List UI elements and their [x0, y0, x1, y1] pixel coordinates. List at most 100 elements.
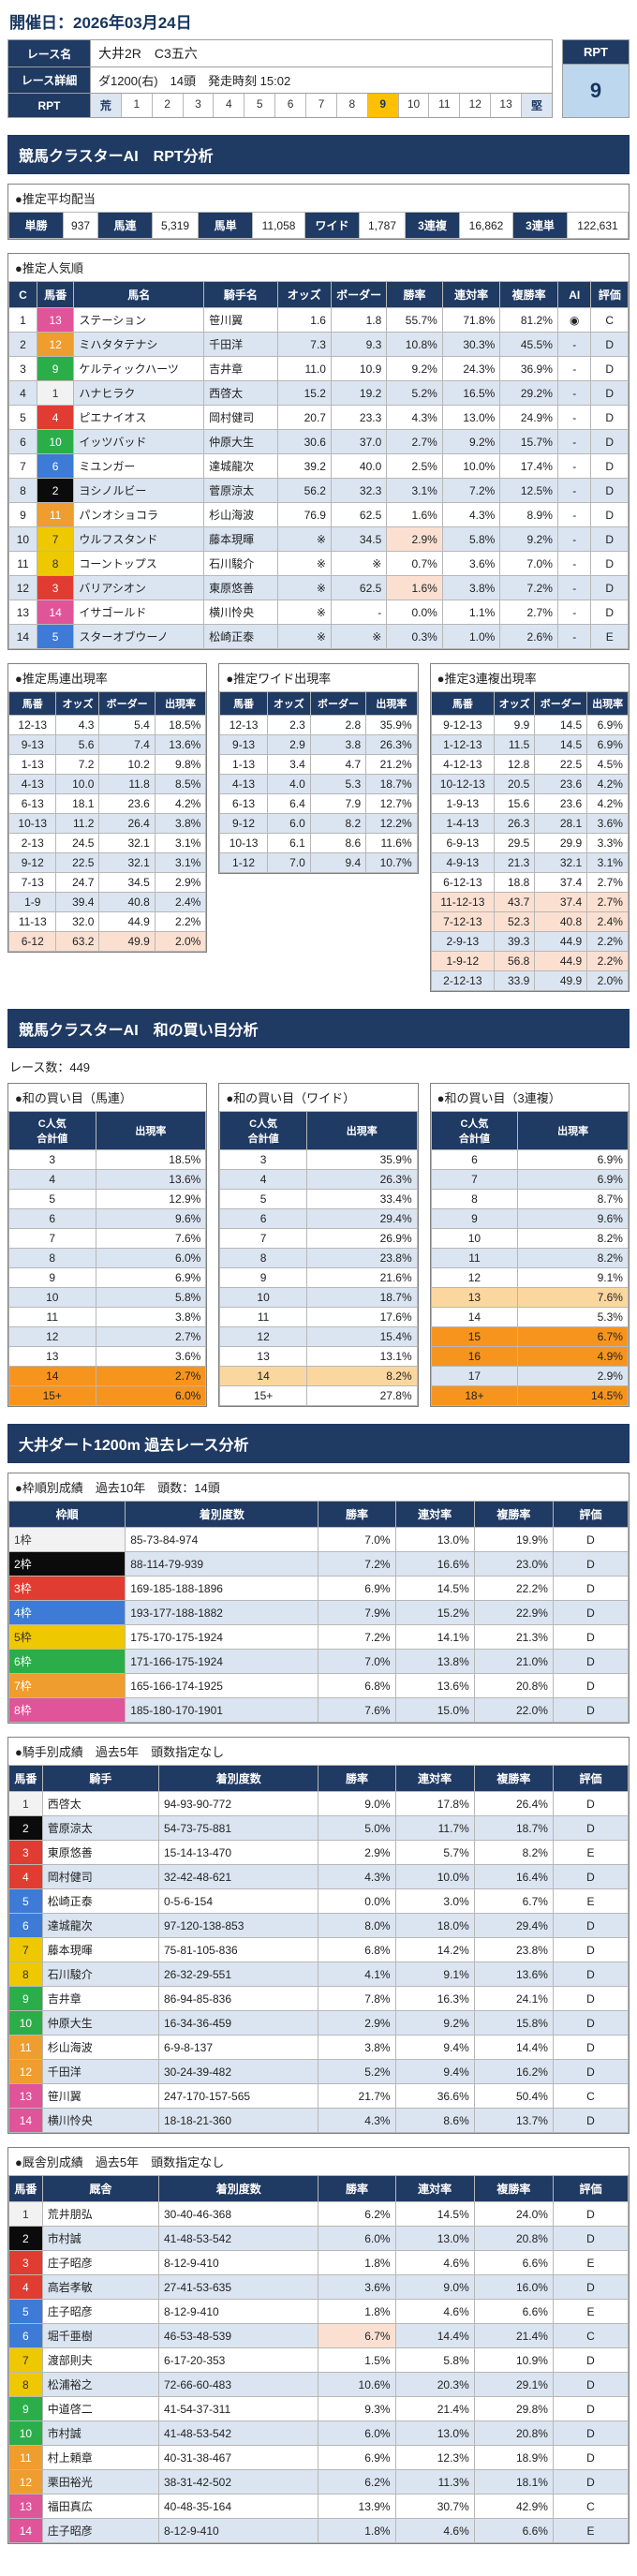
odds: 33.9 — [493, 970, 536, 991]
table-row: 10-12-13 20.5 23.6 4.2% — [430, 774, 629, 794]
border: 23.3 — [330, 405, 388, 430]
show-rate: 26.4% — [473, 1791, 554, 1816]
ai-mark: - — [556, 453, 592, 479]
stable-name: 福田真広 — [41, 2494, 159, 2519]
combo: 6-12 — [7, 931, 57, 952]
show-rate: 13.6% — [473, 1962, 554, 1987]
quinella-rate: 4.6% — [394, 2250, 475, 2275]
wa-sanrenpuku-box: ●和の買い目（3連複） C人気 合計値 出現率 6 6.9% 7 6.9% 8 8.7% 9 9… — [429, 1083, 630, 1407]
table-row: 14 横川怜央 18-18-21-360 4.3% 8.6% 13.7% D — [8, 2108, 630, 2133]
column-header: 評価 — [552, 2175, 630, 2202]
border: 14.5 — [534, 734, 588, 755]
table-row: 6-12-13 18.8 37.4 2.7% — [430, 872, 629, 893]
show-rate: 42.9% — [473, 2494, 554, 2519]
horse-number: 5 — [8, 2299, 43, 2324]
evaluation: D — [552, 2226, 630, 2251]
column-header: 着別度数 — [125, 1501, 319, 1528]
horse-number: 14 — [8, 2108, 43, 2133]
evaluation: D — [552, 2469, 630, 2495]
combo: 4-13 — [7, 774, 57, 794]
finish-record: 169-185-188-1896 — [125, 1576, 319, 1601]
odds: 2.9 — [266, 734, 311, 755]
show-rate: 24.0% — [473, 2201, 554, 2227]
stable-results-caption: ●厩舎別成績 過去5年 頭数指定なし — [8, 2148, 629, 2175]
appearance-rate: 3.1% — [154, 852, 207, 873]
c-popularity-sum: 6 — [219, 1208, 307, 1229]
win-rate: 3.1% — [386, 478, 443, 503]
section-title-past-race: 大井ダート1200m 過去レース分析 — [7, 1424, 630, 1463]
finish-record: 30-40-46-368 — [157, 2201, 319, 2227]
c-popularity-sum: 12 — [219, 1326, 307, 1347]
odds: 11.2 — [55, 813, 100, 834]
appearance-rate: 2.7% — [95, 1326, 207, 1347]
odds: 39.3 — [493, 931, 536, 952]
appearance-rate: 4.2% — [154, 793, 207, 814]
odds: 12.8 — [493, 754, 536, 775]
quinella-rate: 14.5% — [394, 2201, 475, 2227]
payout-label: ワイド — [304, 212, 360, 239]
stable-name: 市村誠 — [41, 2421, 159, 2446]
appearance-rate: 6.7% — [517, 1326, 629, 1347]
quinella-rate: 3.0% — [394, 1888, 475, 1914]
appearance-rate: 11.6% — [365, 833, 418, 853]
table-row: 11-12-13 43.7 37.4 2.7% — [430, 892, 629, 912]
horse-name: ステーション — [73, 307, 205, 333]
evaluation: D — [590, 332, 629, 357]
win-rate: 10.8% — [386, 332, 443, 357]
table-row: 2枠 88-114-79-939 7.2% 16.6% 23.0% D — [7, 1551, 630, 1577]
column-header: C人気 合計値 — [219, 1111, 307, 1150]
combo: 9-12 — [7, 852, 57, 873]
appearance-rate: 7.6% — [95, 1228, 207, 1249]
odds: 39.2 — [276, 453, 332, 479]
finish-record: 40-48-35-164 — [157, 2494, 319, 2519]
quinella-rate: 20.3% — [394, 2372, 475, 2397]
appearance-rate: 2.9% — [517, 1366, 629, 1386]
table-row: 10 7 ウルフスタンド 藤本現暉 ※ 34.5 2.9% 5.8% 9.2% - D — [8, 526, 629, 552]
column-header: 馬番 — [430, 691, 496, 716]
jockey-name: 笹川翼 — [203, 307, 278, 333]
c-popularity-sum: 13 — [430, 1287, 519, 1308]
column-header: 出現率 — [365, 691, 418, 716]
horse-number: 3 — [36, 575, 75, 600]
table-row: 4 26.3% — [219, 1169, 418, 1190]
evaluation: E — [590, 624, 629, 649]
appearance-rate: 8.2% — [305, 1366, 418, 1386]
finish-record: 86-94-85-836 — [157, 1986, 319, 2011]
border: 10.9 — [330, 356, 388, 381]
rpt-scale-cell: 6 — [275, 94, 307, 117]
evaluation: D — [590, 429, 629, 454]
column-header: 騎手 — [41, 1765, 159, 1792]
jockey-name: 東原悠善 — [203, 575, 278, 600]
quinella-rate: 15.0% — [394, 1697, 475, 1723]
column-header: 着別度数 — [157, 1765, 319, 1792]
border: 22.5 — [534, 754, 588, 775]
c-rank: 5 — [8, 405, 37, 430]
evaluation: D — [590, 356, 629, 381]
appearance-rate: 27.8% — [305, 1385, 418, 1406]
c-popularity-sum: 15 — [430, 1326, 519, 1347]
appearance-rate: 3.6% — [95, 1346, 207, 1367]
appearance-rate: 2.0% — [154, 931, 207, 952]
appearance-rate: 2.2% — [586, 951, 629, 971]
horse-number: 10 — [8, 2421, 43, 2446]
show-rate: 22.9% — [473, 1600, 554, 1625]
table-row: 1 13 ステーション 笹川翼 1.6 1.8 55.7% 71.8% 81.2% ◉ C — [8, 307, 629, 333]
show-rate: 17.4% — [499, 453, 558, 479]
c-popularity-sum: 5 — [219, 1189, 307, 1209]
quinella-rate: 13.0% — [394, 2421, 475, 2446]
quinella-rate: 16.3% — [394, 1986, 475, 2011]
horse-number: 3 — [8, 1840, 43, 1865]
table-row: 10-13 11.2 26.4 3.8% — [7, 813, 207, 834]
column-header: 馬番 — [36, 281, 75, 308]
quinella-rate: 5.7% — [394, 1840, 475, 1865]
horse-name: ミハタタテナシ — [73, 332, 205, 357]
payout-label: 3連複 — [405, 212, 461, 239]
combo: 1-9 — [7, 892, 57, 912]
odds: 6.1 — [266, 833, 311, 853]
c-rank: 14 — [8, 624, 37, 649]
combo: 9-13 — [219, 734, 268, 755]
ai-mark: - — [556, 575, 592, 600]
odds: 39.4 — [55, 892, 100, 912]
horse-number: 9 — [8, 1986, 43, 2011]
stable-name: 渡部則夫 — [41, 2347, 159, 2373]
